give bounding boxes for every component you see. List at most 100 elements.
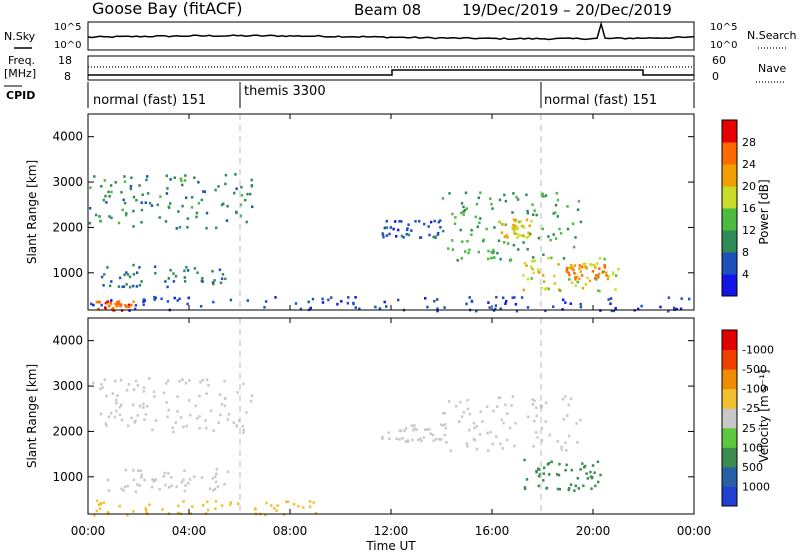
echo-cell: [578, 277, 581, 281]
echo-cell: [124, 213, 128, 217]
echo-cell: [105, 201, 108, 204]
echo-cell: [542, 253, 545, 256]
beam-label: Beam 08: [354, 1, 421, 19]
y-tick-label: 2000: [52, 220, 83, 234]
echo-cell: [170, 484, 173, 487]
echo-cell: [132, 273, 136, 276]
echo-cell: [542, 472, 545, 475]
echo-cell: [465, 207, 468, 210]
echo-cell: [148, 201, 152, 205]
echo-cell: [215, 226, 218, 230]
echo-cell: [533, 209, 536, 212]
echo-cell: [594, 484, 597, 488]
echo-cell: [173, 176, 176, 179]
echo-cell: [302, 506, 305, 509]
echo-cell: [402, 236, 405, 239]
echo-cell: [188, 478, 192, 481]
echo-cell: [105, 424, 108, 427]
echo-cell: [385, 219, 388, 223]
echo-cell: [516, 198, 520, 201]
echo-cell: [199, 380, 202, 384]
echo-cell: [167, 486, 171, 489]
colorbar-tick-label: 28: [742, 136, 756, 149]
echo-cell: [451, 239, 454, 242]
echo-cell: [487, 257, 490, 261]
echo-cell: [127, 424, 130, 427]
echo-cell: [537, 236, 540, 240]
echo-cell: [598, 272, 601, 276]
echo-cell: [118, 413, 122, 417]
echo-cell: [102, 501, 105, 504]
freq-label-1: Freq.: [8, 54, 35, 67]
echo-cell: [567, 271, 570, 275]
echo-cell: [381, 435, 384, 439]
colorbar-tick-label: 4: [742, 268, 749, 281]
echo-cell: [464, 250, 467, 253]
echo-cell: [400, 234, 404, 238]
echo-cell: [221, 273, 225, 276]
echo-cell: [447, 247, 450, 250]
echo-cell: [311, 297, 315, 301]
echo-cell: [512, 223, 515, 227]
echo-cell: [448, 192, 451, 195]
echo-cell: [516, 236, 519, 239]
echo-cell: [106, 302, 109, 305]
echo-cell: [138, 184, 141, 187]
echo-cell: [522, 226, 526, 229]
echo-cell: [167, 472, 170, 475]
echo-cell: [385, 234, 389, 237]
echo-cell: [307, 300, 310, 304]
echo-cell: [578, 264, 582, 267]
echo-cell: [557, 263, 560, 266]
echo-cell: [211, 281, 215, 284]
echo-cell: [223, 404, 227, 408]
echo-cell: [591, 270, 595, 273]
echo-cell: [562, 257, 566, 260]
echo-cell: [100, 275, 104, 279]
echo-cell: [495, 295, 498, 299]
echo-cell: [609, 297, 613, 300]
echo-cell: [145, 405, 149, 408]
echo-cell: [100, 383, 103, 386]
echo-cell: [166, 187, 169, 190]
echo-cell: [216, 485, 220, 488]
echo-cell: [120, 191, 123, 194]
echo-cell: [122, 285, 126, 288]
colorbar-swatch: [722, 427, 737, 448]
echo-cell: [98, 215, 101, 218]
echo-cell: [158, 216, 161, 219]
echo-cell: [477, 196, 480, 200]
echo-cell: [588, 279, 592, 283]
echo-cell: [532, 256, 535, 259]
echo-cell: [578, 267, 581, 270]
echo-cell: [475, 202, 479, 206]
echo-cell: [114, 181, 117, 184]
echo-cell: [564, 395, 567, 398]
echo-cell: [107, 489, 111, 492]
echo-cell: [96, 300, 100, 304]
nave-label: Nave: [758, 62, 786, 75]
colorbar-swatch: [722, 349, 737, 370]
echo-cell: [183, 489, 186, 493]
echo-cell: [603, 264, 606, 267]
echo-cell: [577, 487, 580, 490]
echo-cell: [466, 398, 469, 402]
colorbar-swatch: [722, 230, 737, 253]
echo-cell: [224, 182, 227, 186]
echo-cell: [138, 266, 141, 269]
echo-cell: [134, 490, 137, 493]
echo-cell: [173, 296, 176, 300]
echo-cell: [321, 301, 325, 304]
echo-cell: [198, 415, 201, 418]
echo-cell: [667, 309, 670, 313]
echo-cell: [129, 187, 132, 191]
echo-cell: [468, 428, 471, 432]
echo-cell: [545, 287, 549, 290]
y-tick-label: 3000: [52, 175, 83, 189]
echo-cell: [237, 502, 240, 505]
echo-cell: [443, 306, 446, 309]
echo-cell: [217, 185, 220, 188]
echo-cell: [535, 406, 538, 409]
echo-cell: [501, 223, 504, 226]
